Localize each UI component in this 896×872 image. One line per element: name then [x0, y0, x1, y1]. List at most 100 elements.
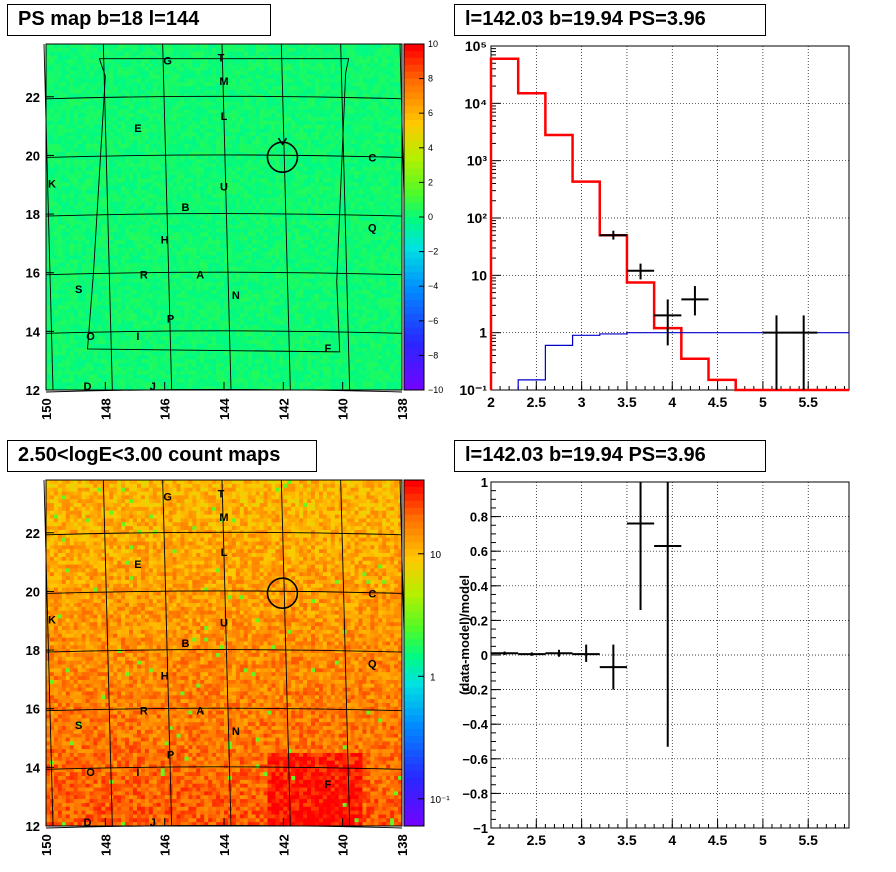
x-tick-label: 144 [217, 834, 232, 856]
latitude-line [45, 213, 403, 217]
colorbar-tick-label: −2 [428, 247, 438, 257]
source-label: K [48, 179, 56, 191]
y-tick-label: 0.8 [470, 510, 488, 525]
colorbar-tick-label: 0 [428, 212, 433, 222]
residual-point [599, 644, 627, 690]
source-label: D [84, 817, 92, 829]
y-tick-label: 0.2 [470, 613, 488, 628]
source-label: S [75, 284, 82, 296]
source-label: Q [368, 223, 377, 235]
x-tick-label: 4 [668, 394, 676, 410]
residual-point [518, 652, 546, 656]
source-label: A [196, 270, 204, 282]
residual-point [572, 644, 600, 662]
source-label: R [140, 706, 148, 718]
x-tick-label: 5.5 [798, 832, 818, 848]
source-label: T [218, 489, 225, 501]
latitude-line [45, 330, 403, 334]
x-tick-label: 148 [98, 834, 113, 856]
y-tick-label: 0.6 [470, 544, 488, 559]
source-label: I [136, 767, 139, 779]
x-tick-label: 148 [98, 398, 113, 420]
source-label: O [86, 767, 95, 779]
y-tick-label: −1 [473, 821, 488, 836]
y-tick-label: 22 [26, 526, 40, 541]
x-tick-label: 140 [336, 834, 351, 856]
target-circle [266, 577, 299, 609]
colorbar [404, 480, 424, 827]
source-label: I [136, 331, 139, 343]
source-label: C [368, 152, 376, 164]
latitude-line [45, 649, 403, 653]
map-frame [45, 479, 403, 827]
colorbar-tick-label: 10 [430, 550, 442, 561]
y-tick-label: 10³ [467, 153, 488, 169]
source-label: J [150, 381, 156, 393]
y-tick-label: 10² [467, 210, 488, 226]
latitude-line [45, 766, 403, 770]
x-tick-label: 146 [158, 398, 173, 420]
colorbar-tick-label: 2 [428, 177, 433, 187]
longitude-line [43, 43, 54, 391]
x-tick-label: 3.5 [617, 394, 637, 410]
x-tick-label: 144 [217, 398, 232, 420]
y-tick-label: 12 [26, 383, 40, 398]
longitude-line [162, 43, 173, 391]
y-tick-label: 1 [481, 475, 488, 490]
source-label: O [86, 331, 95, 343]
y-tick-label: 18 [26, 207, 40, 222]
source-label: N [232, 726, 240, 738]
model-histogram [489, 57, 849, 392]
colorbar-tick-label: −4 [428, 281, 438, 291]
x-tick-label: 140 [336, 398, 351, 420]
x-tick-label: 138 [395, 834, 410, 856]
source-label: B [181, 638, 189, 650]
y-tick-label: 16 [26, 266, 40, 281]
colorbar-tick-label: −8 [428, 350, 438, 360]
x-tick-label: 4.5 [708, 394, 728, 410]
x-tick-label: 5 [759, 394, 767, 410]
y-tick-label: 22 [26, 90, 40, 105]
y-tick-label: 0 [481, 648, 488, 663]
data-point [626, 263, 655, 280]
target-circle [266, 141, 299, 173]
colorbar-tick-label: 10⁻¹ [430, 795, 450, 806]
x-tick-label: 138 [395, 398, 410, 420]
y-axis-title: (data-model)/model [457, 575, 472, 695]
x-tick-label: 3 [578, 832, 586, 848]
y-tick-label: 16 [26, 702, 40, 717]
source-label: E [134, 123, 141, 135]
source-label: F [324, 343, 331, 355]
target-marker [277, 137, 288, 146]
coordinate-grid [43, 479, 410, 829]
y-tick-label: −0.6 [462, 752, 488, 767]
x-tick-label: 4.5 [708, 832, 728, 848]
longitude-line [221, 43, 232, 391]
colorbar-tick-label: 10 [428, 39, 438, 49]
x-tick-label: 5 [759, 832, 767, 848]
longitude-line [280, 479, 291, 827]
source-label: H [161, 234, 169, 246]
source-label: M [219, 76, 228, 88]
source-label: R [140, 270, 148, 282]
y-tick-label: 10⁵ [465, 38, 487, 54]
tl-panel-title: PS map b=18 l=144 [7, 4, 271, 36]
y-tick-label: 10 [471, 267, 487, 283]
residual-point [654, 482, 682, 747]
colorbar-tick-label: 1 [430, 672, 436, 683]
latitude-line [45, 271, 403, 276]
colorbar-frame [403, 479, 425, 827]
source-label: A [196, 706, 204, 718]
x-tick-label: 146 [158, 834, 173, 856]
x-tick-label: 3 [578, 394, 586, 410]
residual-point [626, 482, 655, 611]
source-label: F [324, 779, 331, 791]
source-label: K [48, 615, 56, 627]
colorbar-tick-label: 6 [428, 108, 433, 118]
longitude-line [43, 479, 54, 827]
source-label: M [219, 512, 228, 524]
y-tick-label: 14 [26, 324, 41, 339]
